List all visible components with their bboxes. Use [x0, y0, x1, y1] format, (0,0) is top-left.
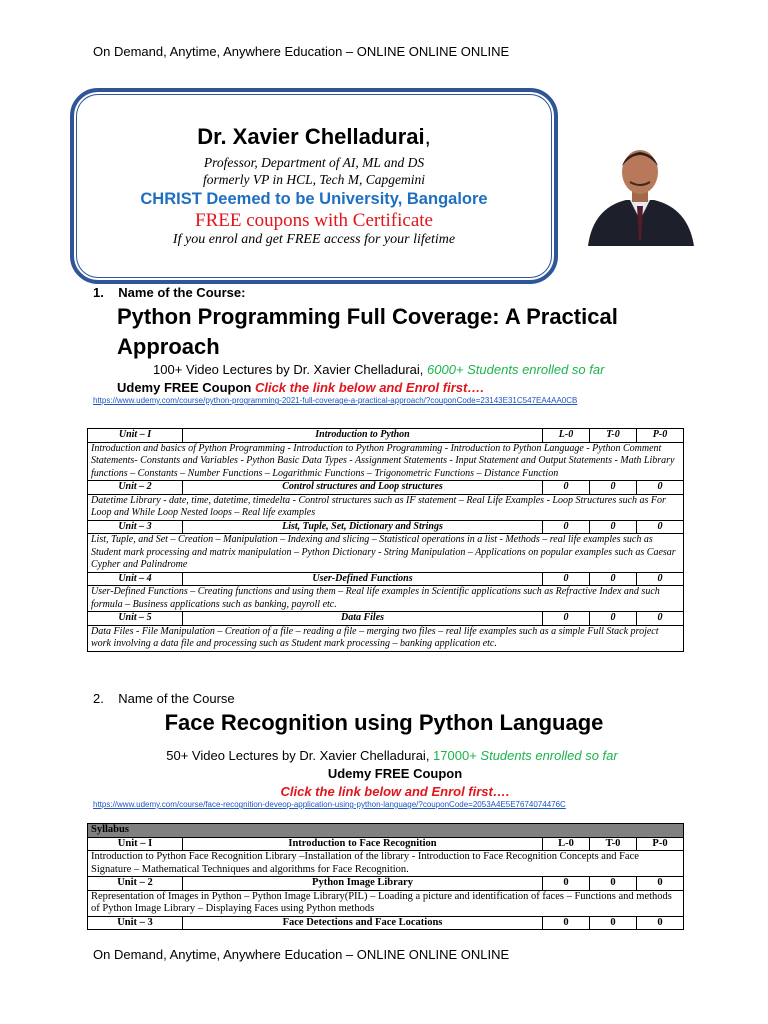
- unit-number: Unit – 2: [87, 876, 183, 891]
- lecture-hours: 0: [542, 571, 590, 586]
- course2-coupon-link[interactable]: https://www.udemy.com/course/face-recogn…: [93, 800, 566, 809]
- lecture-hours: 0: [542, 611, 590, 626]
- unit-title: Data Files: [182, 611, 543, 626]
- practical-hours: 0: [636, 480, 684, 495]
- unit-description-row: Introduction and basics of Python Progra…: [87, 441, 684, 481]
- unit-title: Introduction to Face Recognition: [182, 836, 543, 851]
- unit-title: Python Image Library: [182, 876, 543, 891]
- unit-number: Unit – I: [87, 428, 183, 443]
- course2-title: Face Recognition using Python Language: [164, 710, 604, 735]
- course2-cta: Click the link below and Enrol first….: [280, 784, 510, 799]
- tutorial-hours: 0: [589, 611, 637, 626]
- unit-description-row: Introduction to Python Face Recognition …: [87, 850, 684, 877]
- unit-description-row: List, Tuple, and Set – Creation – Manipu…: [87, 533, 684, 573]
- practical-hours: 0: [636, 915, 684, 930]
- unit-description: User-Defined Functions – Creating functi…: [87, 585, 684, 612]
- unit-description-row: Datetime Library - date, time, datetime,…: [87, 493, 684, 521]
- practical-hours: 0: [636, 876, 684, 891]
- unit-description-row: User-Defined Functions – Creating functi…: [87, 585, 684, 612]
- tutorial-hours: 0: [589, 876, 637, 891]
- course2-label: 2. Name of the Course: [93, 691, 235, 706]
- unit-title: Face Detections and Face Locations: [182, 915, 543, 930]
- unit-description: Datetime Library - date, time, datetime,…: [87, 493, 684, 521]
- course2-lectures: 50+ Video Lectures by Dr. Xavier Chellad…: [166, 748, 618, 763]
- course1-syllabus-table: Unit – I Introduction to Python L-0 T-0 P-0 I…: [87, 428, 684, 652]
- unit-title: User-Defined Functions: [182, 571, 543, 586]
- lecture-hours: 0: [542, 519, 590, 534]
- unit-description-row: Representation of Images in Python – Pyt…: [87, 889, 684, 917]
- practical-hours: P-0: [636, 836, 684, 851]
- unit-header-row: Unit – I Introduction to Python L-0 T-0 P-0: [87, 428, 684, 443]
- lecture-hours: 0: [542, 876, 590, 891]
- syllabus-heading: Syllabus: [87, 823, 684, 838]
- practical-hours: 0: [636, 519, 684, 534]
- unit-number: Unit – 5: [87, 611, 183, 626]
- instructor-photo: [558, 140, 722, 246]
- lifetime-access: If you enrol and get FREE access for you…: [172, 232, 456, 247]
- unit-number: Unit – 2: [87, 480, 183, 495]
- unit-header-row: Unit – 3 List, Tuple, Set, Dictionary and…: [87, 519, 684, 534]
- page-header: On Demand, Anytime, Anywhere Education –…: [93, 44, 510, 59]
- unit-title: Introduction to Python: [182, 428, 543, 443]
- unit-header-row: Unit – 2 Control structures and Loop stru…: [87, 480, 684, 495]
- tutorial-hours: 0: [589, 480, 637, 495]
- free-coupons: FREE coupons with Certificate: [195, 210, 433, 231]
- tutorial-hours: 0: [589, 571, 637, 586]
- course1-lectures: 100+ Video Lectures by Dr. Xavier Chella…: [153, 362, 605, 377]
- unit-description: Introduction to Python Face Recognition …: [87, 850, 684, 877]
- lecture-hours: L-0: [542, 836, 590, 851]
- unit-description-row: Data Files - File Manipulation – Creatio…: [87, 624, 684, 652]
- unit-number: Unit – I: [87, 836, 183, 851]
- tutorial-hours: T-0: [589, 836, 637, 851]
- unit-description: Data Files - File Manipulation – Creatio…: [87, 624, 684, 652]
- tutorial-hours: T-0: [589, 428, 637, 443]
- lecture-hours: 0: [542, 480, 590, 495]
- unit-description: Introduction and basics of Python Progra…: [87, 441, 684, 481]
- unit-header-row: Unit – 3 Face Detections and Face Locatio…: [87, 915, 684, 930]
- page-footer: On Demand, Anytime, Anywhere Education –…: [93, 947, 510, 962]
- course1-coupon: Udemy FREE Coupon Click the link below a…: [117, 380, 484, 395]
- instructor-name: Dr. Xavier Chelladurai,: [197, 124, 431, 149]
- unit-header-row: Unit – 4 User-Defined Functions 0 0 0: [87, 571, 684, 586]
- unit-title: Control structures and Loop structures: [182, 480, 543, 495]
- course2-coupon: Udemy FREE Coupon: [327, 766, 463, 781]
- unit-header-row: Unit – 5 Data Files 0 0 0: [87, 611, 684, 626]
- unit-description: List, Tuple, and Set – Creation – Manipu…: [87, 533, 684, 573]
- unit-header-row: Unit – I Introduction to Face Recognition…: [87, 836, 684, 851]
- course1-label: 1. Name of the Course:: [93, 285, 246, 300]
- practical-hours: P-0: [636, 428, 684, 443]
- instructor-former: formerly VP in HCL, Tech M, Capgemini: [203, 172, 425, 187]
- university: CHRIST Deemed to be University, Bangalor…: [140, 190, 488, 208]
- instructor-banner: Dr. Xavier Chelladurai, Professor, Depar…: [70, 88, 558, 284]
- unit-number: Unit – 4: [87, 571, 183, 586]
- course2-syllabus-table: Syllabus Unit – I Introduction to Face Rec…: [87, 823, 684, 930]
- unit-header-row: Unit – 2 Python Image Library 0 0 0: [87, 876, 684, 891]
- tutorial-hours: 0: [589, 915, 637, 930]
- course1-coupon-link[interactable]: https://www.udemy.com/course/python-prog…: [93, 396, 578, 405]
- unit-title: List, Tuple, Set, Dictionary and Strings: [182, 519, 543, 534]
- practical-hours: 0: [636, 571, 684, 586]
- tutorial-hours: 0: [589, 519, 637, 534]
- unit-number: Unit – 3: [87, 519, 183, 534]
- instructor-role: Professor, Department of AI, ML and DS: [203, 155, 425, 170]
- unit-description: Representation of Images in Python – Pyt…: [87, 889, 684, 917]
- unit-number: Unit – 3: [87, 915, 183, 930]
- lecture-hours: L-0: [542, 428, 590, 443]
- practical-hours: 0: [636, 611, 684, 626]
- course1-title: Python Programming Full Coverage: A Prac…: [117, 304, 618, 359]
- lecture-hours: 0: [542, 915, 590, 930]
